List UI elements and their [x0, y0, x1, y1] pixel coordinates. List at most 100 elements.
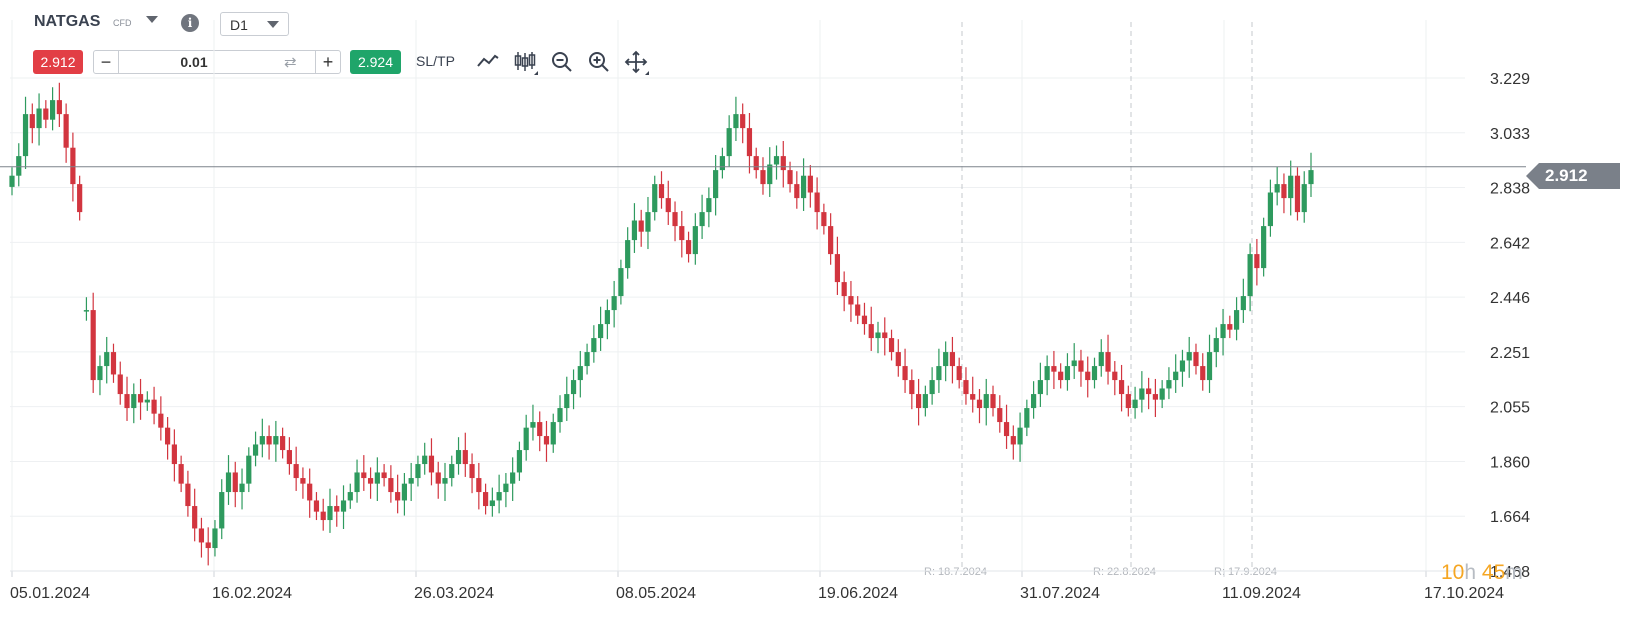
bullish-candle	[489, 487, 495, 517]
candle-body	[1139, 388, 1145, 400]
candle-body	[192, 506, 198, 529]
timeframe-select[interactable]: D1	[220, 12, 289, 36]
symbol-name[interactable]: NATGAS	[34, 13, 101, 30]
candle-body	[963, 380, 969, 395]
candle-body	[936, 366, 942, 381]
bearish-candle	[543, 420, 550, 462]
candle-body	[807, 175, 813, 193]
candle-body	[577, 366, 583, 381]
bullish-candle	[530, 404, 536, 441]
bullish-candle	[1159, 380, 1165, 409]
candle-body	[564, 394, 570, 409]
bullish-candle	[97, 355, 103, 396]
decrease-quantity-button[interactable]: −	[94, 51, 119, 73]
bearish-candle	[685, 231, 692, 263]
candle-body	[983, 394, 989, 409]
release-marker-label: R: 17.9.2024	[1214, 566, 1277, 578]
candle-body	[280, 436, 286, 451]
candle-body	[915, 394, 922, 409]
candle-body	[489, 500, 495, 507]
zoom-out-icon[interactable]	[549, 49, 575, 75]
bullish-candle	[598, 306, 604, 351]
bearish-candle	[29, 103, 35, 144]
bearish-candle	[395, 474, 401, 514]
move-icon[interactable]	[623, 49, 649, 75]
bullish-candle	[219, 479, 225, 540]
bullish-candle	[577, 350, 583, 398]
bearish-candle	[1051, 350, 1057, 390]
bearish-candle	[956, 357, 962, 389]
bullish-candle	[523, 414, 529, 461]
date-axis-label: 19.06.2024	[818, 585, 898, 602]
bearish-candle	[1105, 334, 1111, 385]
increase-quantity-button[interactable]: +	[315, 51, 340, 73]
candle-body	[1186, 352, 1192, 361]
bullish-candle	[1186, 336, 1192, 378]
sell-button[interactable]: 2.912	[33, 50, 83, 74]
bullish-candle	[259, 418, 265, 458]
candle-body	[354, 472, 360, 493]
bullish-candle	[354, 459, 360, 503]
bullish-candle	[875, 321, 881, 354]
release-marker-label: R: 18.7.2024	[924, 566, 987, 578]
zoom-in-icon[interactable]	[586, 49, 612, 75]
quantity-input[interactable]: 0.01	[180, 54, 208, 70]
price-axis-label: 1.860	[1490, 454, 1530, 471]
candle-body	[435, 472, 441, 484]
bullish-candle	[83, 297, 90, 321]
candle-body	[516, 450, 523, 473]
bullish-candle	[936, 348, 942, 393]
bearish-candle	[1058, 363, 1064, 389]
candle-body	[415, 464, 421, 479]
bearish-candle	[185, 470, 191, 517]
bearish-candle	[949, 336, 956, 384]
bearish-candle	[1010, 425, 1016, 460]
bullish-candle	[767, 147, 773, 197]
candle-body	[171, 444, 177, 465]
bearish-candle	[915, 378, 922, 426]
candle-body	[117, 374, 123, 395]
symbol-dropdown-chevron-down-icon[interactable]	[146, 16, 158, 23]
candle-body	[381, 472, 387, 479]
bearish-candle	[232, 461, 238, 508]
line-chart-icon[interactable]	[475, 49, 501, 75]
bearish-candle	[963, 367, 969, 405]
quantity-stepper[interactable]: − 0.01 ⇄ +	[93, 50, 341, 74]
price-axis-label: 3.229	[1490, 71, 1530, 88]
sltp-button[interactable]: SL/TP	[416, 53, 455, 69]
candle-body	[828, 226, 834, 255]
bullish-candle	[557, 395, 563, 433]
bearish-candle	[151, 386, 157, 425]
bullish-candle	[645, 196, 651, 250]
price-axis-label: 1.468	[1490, 564, 1530, 581]
bearish-candle	[158, 396, 164, 441]
bullish-candle	[719, 147, 725, 179]
bearish-candle	[909, 369, 915, 410]
countdown-hours-unit: h	[1464, 561, 1477, 584]
bullish-candle	[1173, 354, 1179, 393]
release-markers: R: 18.7.2024 R: 22.8.2024 R: 17.9.2024	[924, 22, 1277, 578]
info-icon[interactable]: i	[181, 14, 199, 32]
candle-body	[625, 240, 631, 269]
candle-body	[1146, 388, 1152, 395]
candle-body	[293, 464, 299, 479]
bullish-candle	[1240, 278, 1246, 323]
candle-body	[70, 147, 76, 185]
bullish-candle	[503, 473, 509, 508]
candlestick-icon[interactable]	[512, 49, 538, 75]
swap-icon[interactable]: ⇄	[284, 54, 297, 71]
candle-body	[598, 324, 604, 339]
bearish-candle	[1294, 167, 1301, 221]
date-axis-label: 08.05.2024	[616, 585, 696, 602]
candle-body	[685, 240, 692, 255]
bearish-candle	[828, 213, 834, 265]
candle-body	[482, 492, 489, 507]
bullish-candle	[1308, 152, 1314, 197]
buy-button[interactable]: 2.924	[350, 50, 401, 74]
bullish-candle	[570, 369, 577, 410]
price-axis-label: 2.446	[1490, 290, 1530, 307]
candle-body	[63, 114, 69, 148]
bullish-candle	[1288, 160, 1294, 216]
bullish-candle	[611, 280, 617, 328]
